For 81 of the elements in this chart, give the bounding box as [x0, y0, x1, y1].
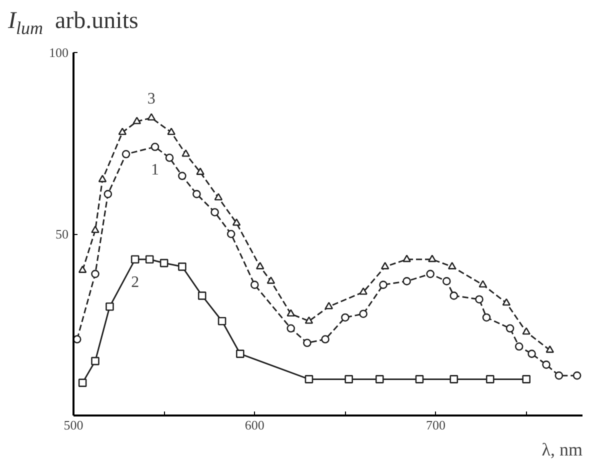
point — [375, 375, 384, 384]
point — [91, 226, 100, 234]
point — [341, 313, 350, 322]
point — [359, 310, 368, 318]
point — [321, 335, 330, 344]
y-axis-title: I$_{lum}$ arb.units — [8, 8, 138, 38]
point — [106, 302, 114, 311]
point — [478, 280, 488, 288]
point — [475, 295, 484, 304]
point — [236, 350, 244, 358]
point — [402, 254, 411, 262]
point — [147, 113, 156, 121]
x-axis-title: λ, nm — [542, 440, 583, 460]
point — [344, 375, 353, 384]
point — [210, 208, 219, 216]
point — [542, 360, 550, 369]
point — [118, 128, 127, 136]
point — [78, 266, 87, 273]
point — [182, 149, 190, 157]
point — [132, 116, 142, 124]
point — [572, 371, 582, 380]
point — [91, 270, 100, 278]
series-label: 1 — [151, 161, 160, 178]
point — [178, 172, 186, 180]
point — [415, 375, 424, 384]
point — [165, 154, 174, 162]
point — [450, 375, 458, 384]
point — [448, 262, 456, 270]
point — [104, 190, 112, 198]
point — [232, 218, 241, 226]
x-tick-label: 500 — [64, 418, 84, 432]
point — [528, 350, 536, 358]
point — [482, 313, 491, 322]
point — [74, 335, 82, 344]
point — [442, 277, 451, 286]
point — [506, 324, 514, 333]
point — [428, 254, 436, 262]
point — [250, 280, 259, 289]
point — [359, 287, 368, 295]
x-tick-label: 600 — [244, 418, 264, 432]
point — [514, 342, 524, 351]
point — [502, 298, 511, 306]
x-tick-label: 700 — [426, 418, 446, 432]
point — [192, 190, 201, 198]
point — [256, 262, 264, 270]
point — [198, 292, 206, 300]
point — [379, 280, 388, 289]
point — [304, 375, 314, 384]
point — [380, 262, 390, 270]
point — [303, 338, 312, 348]
point — [304, 316, 314, 324]
point — [218, 316, 226, 326]
point — [78, 378, 87, 387]
point — [266, 276, 276, 284]
point — [286, 324, 296, 333]
point — [178, 262, 186, 271]
point — [98, 174, 107, 182]
y-tick-label: 50 — [56, 226, 68, 242]
point — [546, 345, 554, 353]
point — [122, 150, 130, 158]
point — [91, 356, 100, 366]
point — [522, 375, 530, 384]
point — [214, 193, 223, 200]
point — [450, 292, 458, 300]
point — [486, 375, 494, 384]
y-tick-label: 100 — [49, 45, 68, 60]
point — [286, 309, 296, 317]
point — [160, 258, 168, 268]
point — [522, 327, 530, 335]
point — [150, 142, 160, 152]
point — [130, 255, 140, 264]
point — [196, 168, 204, 175]
point — [145, 255, 154, 264]
point — [226, 230, 236, 238]
series-label: 3 — [147, 90, 156, 108]
point — [402, 277, 411, 286]
point — [426, 270, 434, 278]
point — [324, 302, 334, 310]
series-label: 2 — [131, 274, 140, 291]
point — [167, 128, 176, 136]
point — [554, 371, 564, 380]
